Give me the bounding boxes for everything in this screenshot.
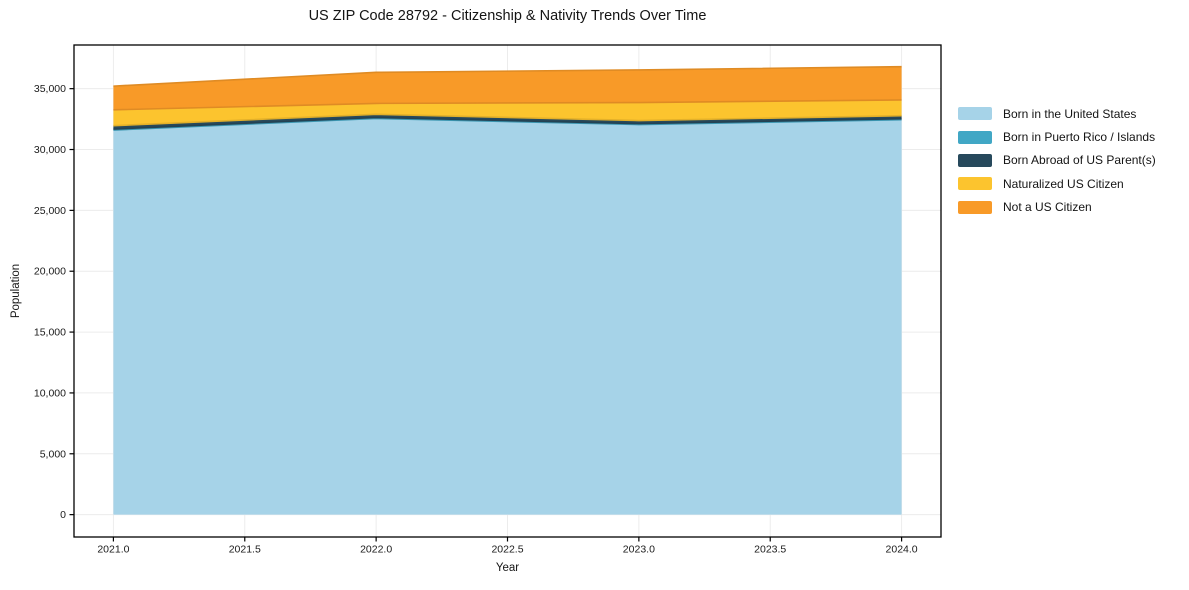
y-tick-label: 5,000	[40, 448, 66, 460]
y-tick-label: 25,000	[34, 205, 66, 217]
series-boundary-line	[113, 99, 902, 111]
series-boundary-line	[113, 113, 902, 127]
x-tick-label: 2024.0	[886, 544, 918, 556]
series-boundary-line	[113, 117, 902, 131]
legend-label: Born in the United States	[1003, 106, 1137, 121]
y-tick-label: 10,000	[34, 387, 66, 399]
legend-item: Born in the United States	[958, 102, 1156, 125]
legend-label: Born Abroad of US Parent(s)	[1003, 153, 1156, 168]
y-tick-label: 0	[60, 509, 66, 521]
stack-top-line	[113, 65, 902, 87]
legend-label: Born in Puerto Rico / Islands	[1003, 130, 1156, 145]
y-tick-label: 20,000	[34, 266, 66, 278]
x-axis-label: Year	[495, 562, 520, 574]
legend-label: Not a US Citizen	[1003, 200, 1092, 215]
y-tick-label: 15,000	[34, 327, 66, 339]
x-tick-label: 2023.0	[623, 544, 655, 556]
y-tick-label: 35,000	[34, 83, 66, 95]
area-born-abroad-of-us-parent-s	[113, 114, 902, 130]
legend-item: Naturalized US Citizen	[958, 172, 1156, 195]
area-born-in-the-united-states	[113, 118, 902, 515]
legend-swatch	[958, 130, 992, 144]
series-boundary-line	[113, 116, 902, 130]
legend-swatch	[958, 200, 992, 214]
legend-swatch	[958, 153, 992, 167]
y-axis-label-text: Population	[10, 263, 22, 319]
legend-swatch	[958, 107, 992, 121]
legend-item: Born in Puerto Rico / Islands	[958, 125, 1156, 148]
x-tick-label: 2022.0	[360, 544, 392, 556]
area-not-a-us-citizen	[113, 66, 902, 110]
legend-label: Naturalized US Citizen	[1003, 176, 1124, 191]
y-tick-label: 30,000	[34, 144, 66, 156]
x-tick-label: 2022.5	[491, 544, 523, 556]
chart-title: US ZIP Code 28792 - Citizenship & Nativi…	[308, 8, 707, 24]
x-tick-label: 2023.5	[754, 544, 786, 556]
x-tick-label: 2021.5	[229, 544, 261, 556]
legend-swatch	[958, 177, 992, 191]
legend: Born in the United States Born in Puerto …	[958, 102, 1156, 219]
legend-item: Not a US Citizen	[958, 196, 1156, 219]
x-tick-label: 2021.0	[97, 544, 129, 556]
legend-item: Born Abroad of US Parent(s)	[958, 149, 1156, 172]
